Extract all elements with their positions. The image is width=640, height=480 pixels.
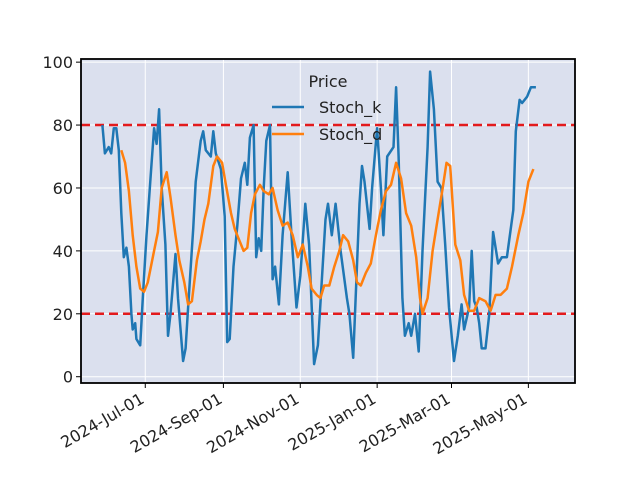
legend-label-stoch-d: Stoch_d [319, 125, 382, 145]
legend-title: Price [308, 72, 347, 91]
legend: Price Stoch_k Stoch_d [272, 72, 382, 145]
y-tick-label: 0 [63, 368, 73, 387]
plot-frame [80, 58, 576, 384]
series-line-stoch-d [120, 149, 535, 316]
series-line-stoch-k [101, 70, 536, 366]
y-tick-label: 60 [53, 179, 73, 198]
y-tick-label: 80 [53, 116, 73, 135]
y-axis-ticks: 0 20 40 60 80 100 [42, 53, 81, 387]
reference-lines [81, 123, 575, 316]
y-tick-label: 40 [53, 242, 73, 261]
y-tick-label: 20 [53, 305, 73, 324]
series-lines [101, 70, 536, 366]
x-axis-ticks: 2024-Jul-012024-Sep-012024-Nov-012025-Ja… [57, 383, 530, 458]
legend-label-stoch-k: Stoch_k [319, 98, 382, 118]
y-tick-label: 100 [42, 53, 73, 72]
